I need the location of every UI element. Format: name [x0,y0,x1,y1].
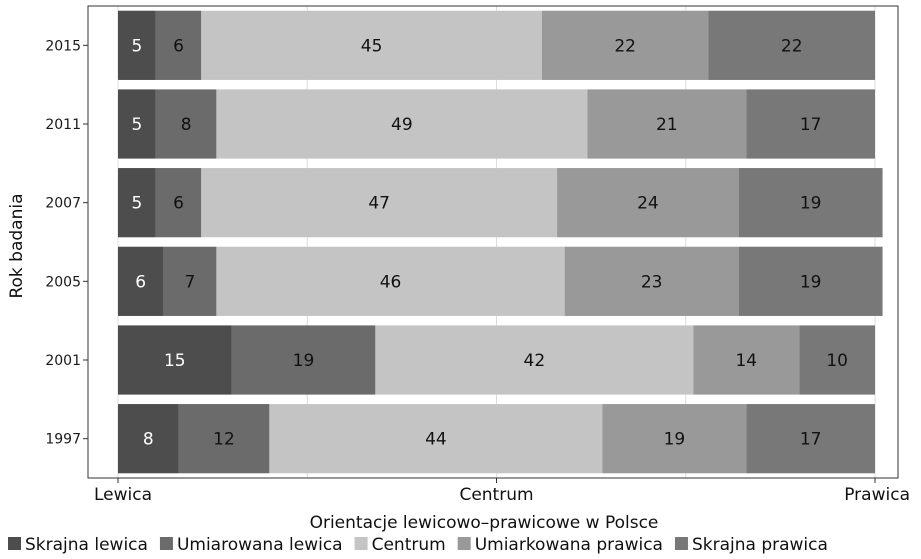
bar-value-label: 24 [637,194,659,214]
bar-value-label: 6 [173,36,184,56]
bar-value-label: 7 [185,272,196,292]
bar-value-label: 19 [800,194,822,214]
bar-segment [693,325,800,395]
plot-frame [87,5,899,479]
bar-segment [155,10,202,80]
bar-segment [799,325,875,395]
bar-segment [118,246,164,316]
legend-swatch [354,537,368,550]
bar-value-label: 42 [524,351,546,371]
bar-segment [557,168,739,238]
bars: 5 6 45 22 22 5 8 49 21 17 5 6 47 24 19 6 7 46 23 19 15 19 42 14… [118,10,883,474]
y-tick-label: 2015 [45,38,81,54]
bar-segment [201,168,558,238]
bar-value-label: 17 [800,430,822,450]
bar-segment [738,246,883,316]
bar-segment [201,10,542,80]
bar-segment [746,404,875,474]
legend-label: Skrajna lewica [25,535,148,555]
bar-value-label: 22 [614,36,636,56]
bar-value-label: 6 [173,194,184,214]
bar-segment [155,89,217,159]
legend-swatch [8,537,21,550]
bar-segment [118,89,156,159]
bar-value-label: 49 [391,115,413,135]
bar-value-label: 6 [135,272,146,292]
bar-segment [163,246,217,316]
bar-segment [118,168,156,238]
bar-segment [269,404,603,474]
bar-value-label: 14 [735,351,757,371]
x-axis-title: Orientacje lewicowo–prawicowe w Polsce [310,513,659,533]
x-axis: Lewica Centrum Prawica [87,5,910,505]
bar-value-label: 5 [132,36,143,56]
bar-value-label: 23 [641,272,663,292]
bar-segment [602,404,747,474]
legend-label: Skrajna prawica [692,535,828,555]
bar-segment [231,325,376,395]
bar-value-label: 17 [800,115,822,135]
y-tick-label: 2005 [45,274,81,290]
legend-label: Centrum [372,535,446,555]
bar-value-label: 21 [656,115,678,135]
y-tick-label: 1997 [45,432,81,448]
bar-segment [564,246,739,316]
y-axis: 2015 2011 2007 2005 2001 1997 [45,38,88,448]
bar-value-label: 10 [826,351,848,371]
legend: Skrajna lewica Umiarowana lewica Centrum Um… [8,535,828,555]
legend-swatch [674,537,688,550]
bar-segment [178,404,270,474]
bar-value-label: 5 [132,194,143,214]
bar-segment [118,404,179,474]
bar-value-label: 19 [293,351,315,371]
bar-value-label: 22 [781,36,803,56]
x-tick-label: Lewica [94,485,152,505]
bar-value-label: 5 [132,115,143,135]
x-tick-label: Prawica [844,485,910,505]
bar-value-label: 44 [425,430,447,450]
bar-value-label: 19 [800,272,822,292]
y-tick-label: 2011 [45,117,81,133]
y-tick-label: 2007 [45,196,81,212]
bar-value-label: 12 [213,430,235,450]
legend-label: Umiarkowana prawica [475,535,663,555]
y-axis-title: Rok badania [7,193,27,298]
grid [88,6,898,478]
bar-value-label: 8 [181,115,192,135]
bar-segment [216,246,565,316]
bar-segment [708,10,875,80]
bar-segment [118,325,232,395]
bar-value-label: 46 [380,272,402,292]
bar-value-label: 47 [368,194,390,214]
bar-segment [155,168,202,238]
bar-segment [375,325,694,395]
legend-label: Umiarowana lewica [177,535,343,555]
bar-value-label: 15 [164,351,186,371]
y-tick-label: 2001 [45,353,81,369]
bar-segment [746,89,875,159]
plot-panel [88,6,898,478]
bar-value-label: 8 [143,430,154,450]
legend-swatch [159,537,173,550]
bar-segment [541,10,709,80]
bar-value-label: 19 [664,430,686,450]
bar-segment [118,10,156,80]
bar-segment [216,89,588,159]
bar-segment [738,168,883,238]
x-tick-label: Centrum [459,485,533,505]
legend-swatch [457,537,471,550]
bar-segment [587,89,747,159]
bar-value-label: 45 [361,36,383,56]
